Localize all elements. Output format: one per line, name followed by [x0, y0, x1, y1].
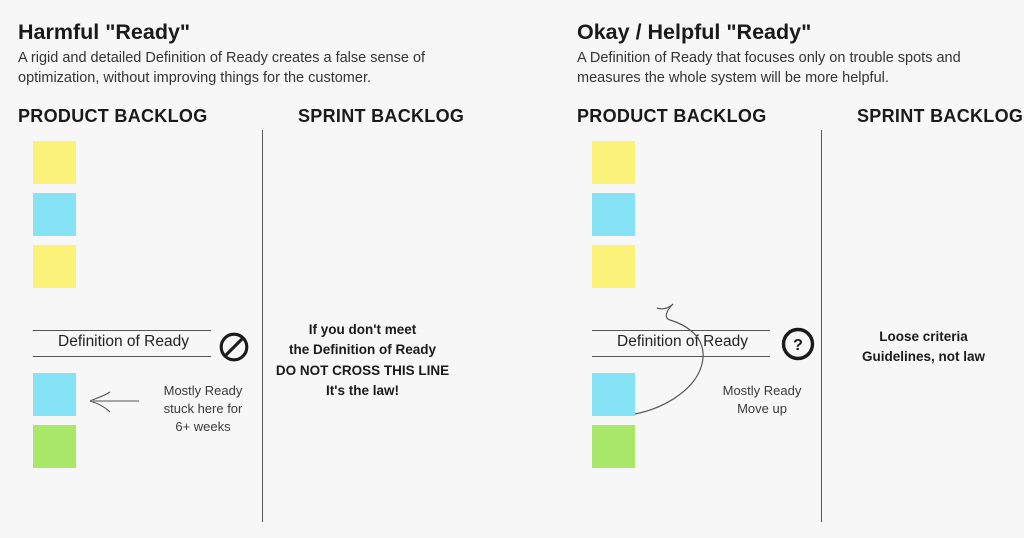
svg-text:?: ? — [793, 337, 803, 354]
